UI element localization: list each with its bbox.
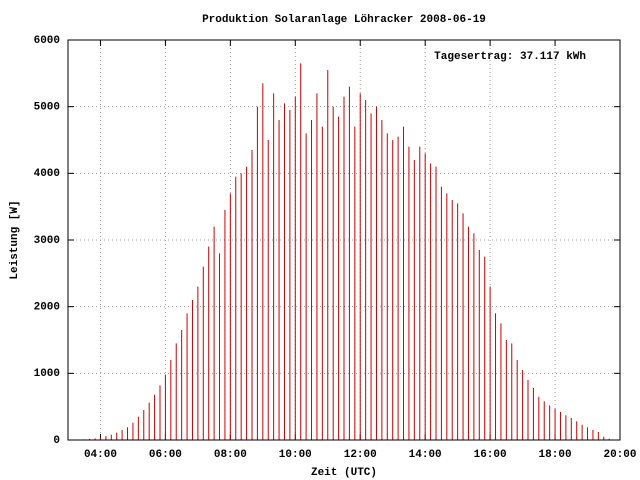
- y-tick-label: 5000: [34, 102, 60, 114]
- annotation: Tagesertrag: 37.117 kWh: [434, 51, 586, 63]
- y-tick-label: 2000: [34, 302, 60, 314]
- y-tick-label: 3000: [34, 235, 60, 247]
- y-tick-label: 6000: [34, 35, 60, 47]
- y-tick-label: 4000: [34, 168, 60, 180]
- x-axis-label: Zeit (UTC): [311, 467, 377, 479]
- impulses: [83, 63, 610, 440]
- x-tick-label: 12:00: [344, 449, 377, 461]
- x-tick-label: 20:00: [603, 449, 636, 461]
- y-axis-label: Leistung [W]: [9, 200, 21, 279]
- x-tick-label: 18:00: [539, 449, 572, 461]
- x-tick-label: 06:00: [149, 449, 182, 461]
- x-tick-label: 08:00: [214, 449, 247, 461]
- x-tick-label: 04:00: [84, 449, 117, 461]
- y-tick-label: 1000: [34, 368, 60, 380]
- chart-title: Produktion Solaranlage Löhracker 2008-06…: [202, 14, 486, 26]
- x-tick-label: 14:00: [409, 449, 442, 461]
- y-tick-label: 0: [53, 435, 60, 447]
- x-tick-label: 16:00: [474, 449, 507, 461]
- x-tick-label: 10:00: [279, 449, 312, 461]
- plot-border: [67, 39, 621, 441]
